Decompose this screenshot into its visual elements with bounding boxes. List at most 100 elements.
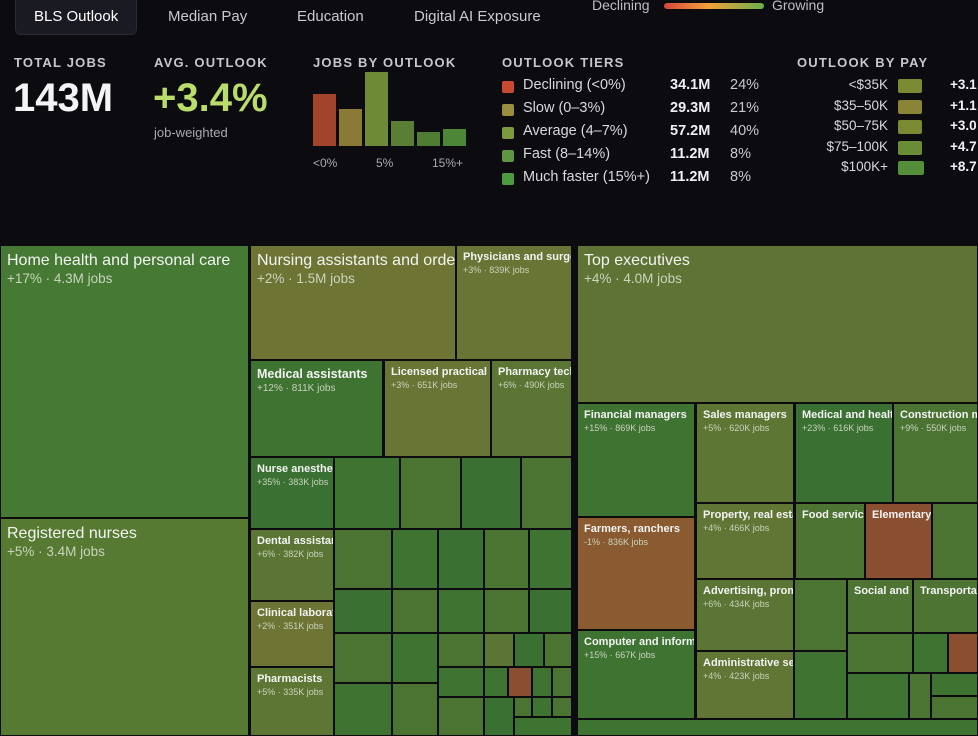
- pay-bracket: <$35K: [848, 77, 888, 92]
- treemap-cell[interactable]: Nurse anesthetists +35% · 383K jobs: [250, 457, 334, 529]
- treemap-cell[interactable]: Dental assistants +6% · 382K jobs: [250, 529, 334, 601]
- treemap-cell[interactable]: Transportation: [913, 579, 978, 633]
- treemap-cell[interactable]: [392, 529, 438, 589]
- treemap-cell[interactable]: [334, 683, 392, 736]
- tier-jobs: 29.3M: [670, 100, 711, 116]
- treemap-cell[interactable]: [334, 589, 392, 633]
- pay-swatch: [898, 140, 922, 155]
- tier-row: Much faster (15%+) 11.2M 8%: [502, 169, 772, 191]
- treemap-cell[interactable]: Pharmacy technicians +6% · 490K jobs: [491, 360, 572, 457]
- pay-row: $75–100K +4.7: [810, 139, 978, 159]
- treemap-cell[interactable]: [438, 697, 484, 736]
- pay-swatch: [898, 79, 922, 93]
- treemap-cell[interactable]: [847, 633, 913, 673]
- treemap-cell-title: Elementary: [872, 509, 932, 521]
- treemap-cell[interactable]: Clinical laboratory technologists +2% · 3…: [250, 601, 334, 667]
- treemap-cell[interactable]: [392, 633, 438, 683]
- tier-name: Much faster (15%+): [523, 169, 650, 185]
- treemap-cell[interactable]: Nursing assistants and orderlies +2% · 1.…: [250, 245, 456, 360]
- treemap-cell[interactable]: [913, 633, 948, 673]
- treemap-cell[interactable]: [438, 667, 484, 697]
- treemap-cell[interactable]: [532, 667, 552, 697]
- treemap-cell[interactable]: [521, 457, 572, 529]
- treemap-cell[interactable]: Property, real estate managers +4% · 466K…: [696, 503, 794, 579]
- treemap-cell-title: Sales managers: [703, 409, 787, 421]
- treemap-cell[interactable]: Elementary: [865, 503, 932, 579]
- treemap-cell[interactable]: [334, 633, 392, 683]
- tier-percent: 21%: [730, 100, 760, 116]
- treemap-cell[interactable]: [931, 673, 978, 696]
- treemap-cell-title: Pharmacy technicians: [498, 366, 571, 378]
- treemap-cell[interactable]: [847, 673, 909, 719]
- legend-left-label: Declining: [592, 0, 650, 13]
- tab-median-pay[interactable]: Median Pay: [168, 8, 248, 25]
- treemap-cell[interactable]: [484, 697, 514, 736]
- avg-outlook-subtitle: job-weighted: [154, 125, 228, 140]
- treemap-cell[interactable]: Medical and health services managers +23%…: [795, 403, 893, 503]
- tier-swatch: [502, 173, 514, 185]
- treemap-cell[interactable]: [438, 529, 484, 589]
- treemap-cell[interactable]: [484, 633, 514, 667]
- tier-swatch: [502, 127, 514, 139]
- treemap-cell-subtitle: +2% · 351K jobs: [257, 621, 324, 631]
- treemap-cell[interactable]: [334, 529, 392, 589]
- treemap-cell[interactable]: [484, 667, 508, 697]
- treemap-cell[interactable]: Licensed practical nurses +3% · 651K jobs: [384, 360, 491, 457]
- treemap-cell[interactable]: Sales managers +5% · 620K jobs: [696, 403, 794, 503]
- tier-row: Average (4–7%) 57.2M 40%: [502, 123, 772, 145]
- treemap-cell[interactable]: [909, 673, 931, 719]
- outlook-bar: [443, 129, 466, 146]
- treemap-cell[interactable]: Financial managers +15% · 869K jobs: [577, 403, 695, 517]
- treemap-cell[interactable]: [794, 579, 847, 651]
- treemap-cell[interactable]: Farmers, ranchers -1% · 836K jobs: [577, 517, 695, 630]
- treemap-cell-subtitle: +5% · 335K jobs: [257, 687, 324, 697]
- treemap-cell[interactable]: Top executives +4% · 4.0M jobs: [577, 245, 978, 403]
- tier-row: Declining (<0%) 34.1M 24%: [502, 77, 772, 99]
- treemap-cell[interactable]: [508, 667, 532, 697]
- treemap-cell[interactable]: [794, 651, 847, 719]
- tick-label: 15%+: [432, 156, 464, 170]
- tab-digital-ai-exposure[interactable]: Digital AI Exposure: [414, 8, 541, 25]
- tab-education[interactable]: Education: [297, 8, 364, 25]
- treemap-cell[interactable]: [461, 457, 521, 529]
- treemap-cell[interactable]: Advertising, promotions managers +6% · 43…: [696, 579, 794, 651]
- treemap-cell[interactable]: [392, 683, 438, 736]
- treemap-cell[interactable]: [438, 633, 484, 667]
- treemap-cell[interactable]: Registered nurses +5% · 3.4M jobs: [0, 518, 249, 736]
- treemap-cell[interactable]: Social and: [847, 579, 913, 633]
- treemap-cell[interactable]: Home health and personal care +17% · 4.3M…: [0, 245, 249, 518]
- treemap-cell-title: Registered nurses: [7, 525, 137, 542]
- treemap-cell[interactable]: Medical assistants +12% · 811K jobs: [250, 360, 383, 457]
- treemap-cell[interactable]: [484, 529, 529, 589]
- treemap-cell-subtitle: +9% · 550K jobs: [900, 423, 967, 433]
- treemap-cell[interactable]: [529, 589, 572, 633]
- treemap-cell[interactable]: [484, 589, 529, 633]
- treemap-cell[interactable]: [948, 633, 978, 673]
- treemap-cell[interactable]: [514, 633, 544, 667]
- treemap-cell[interactable]: [932, 503, 978, 579]
- treemap-cell[interactable]: [514, 697, 532, 717]
- treemap-cell[interactable]: [532, 697, 552, 717]
- treemap-cell[interactable]: [931, 696, 978, 719]
- tier-name: Declining (<0%): [523, 77, 626, 93]
- treemap-cell[interactable]: Food service managers: [795, 503, 865, 579]
- treemap-cell[interactable]: [334, 457, 400, 529]
- treemap-cell[interactable]: [552, 697, 572, 717]
- treemap-cell[interactable]: [544, 633, 572, 667]
- treemap-cell[interactable]: [529, 529, 572, 589]
- treemap-cell-title: Medical and health services managers: [802, 409, 892, 421]
- treemap-cell[interactable]: [552, 667, 572, 697]
- treemap-cell[interactable]: [577, 719, 978, 736]
- treemap-cell[interactable]: Construction managers +9% · 550K jobs: [893, 403, 978, 503]
- treemap-cell[interactable]: [438, 589, 484, 633]
- treemap-cell[interactable]: [400, 457, 461, 529]
- tier-jobs: 57.2M: [670, 123, 711, 139]
- treemap-cell[interactable]: Computer and information systems manager…: [577, 630, 695, 719]
- treemap-cell[interactable]: [514, 717, 572, 736]
- treemap-cell[interactable]: Pharmacists +5% · 335K jobs: [250, 667, 334, 736]
- treemap-cell[interactable]: Administrative services managers +4% · 42…: [696, 651, 794, 719]
- tab-bls-outlook[interactable]: BLS Outlook: [15, 0, 138, 35]
- treemap-cell[interactable]: [392, 589, 438, 633]
- treemap-cell[interactable]: Physicians and surgeons +3% · 839K jobs: [456, 245, 572, 360]
- treemap-cell-subtitle: -1% · 836K jobs: [584, 537, 649, 547]
